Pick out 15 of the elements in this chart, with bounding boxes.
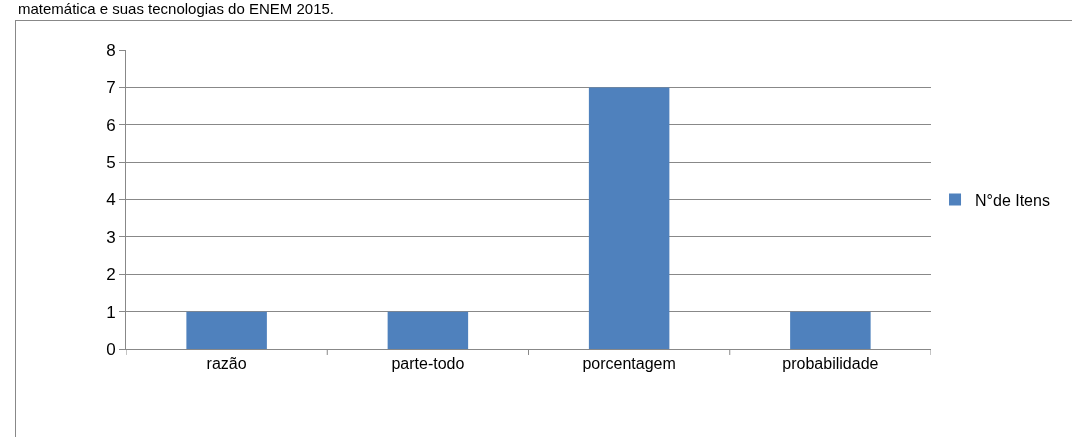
x-tick-label: parte-todo [391,355,465,373]
y-tick-label: 4 [106,190,116,210]
x-tick-label: razão [206,355,247,373]
y-tick-label: 7 [106,78,116,98]
y-tick-label: 2 [106,265,116,285]
x-tick-label: probabilidade [782,355,879,373]
legend-label: N°de Itens [975,191,1050,209]
y-tick-label: 1 [106,302,116,322]
x-tick-label: porcentagem [582,355,676,373]
y-tick-label: 6 [106,115,116,135]
chart-title: matemática e suas tecnologias do ENEM 2015. [18,0,335,18]
y-tick-label: 8 [106,40,116,60]
y-tick-label: 5 [106,153,116,173]
y-tick-label: 0 [106,339,116,359]
y-tick-label: 3 [106,227,116,247]
